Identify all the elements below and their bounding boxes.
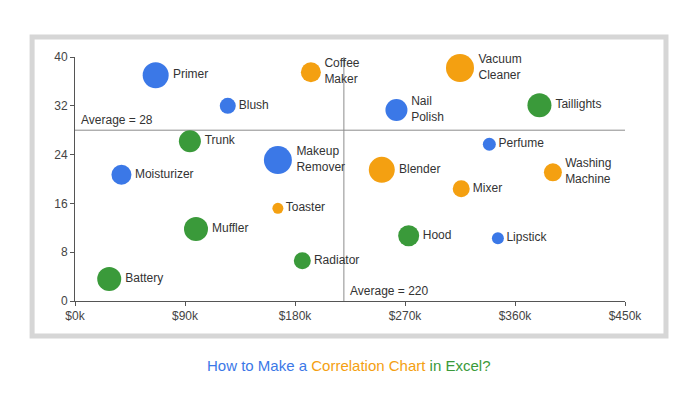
svg-text:Average = 28: Average = 28 [81,113,153,127]
svg-text:Toaster: Toaster [286,200,325,214]
svg-text:Radiator: Radiator [314,253,359,267]
svg-text:CoffeeMaker: CoffeeMaker [324,56,359,86]
svg-text:Average = 220: Average = 220 [350,284,429,298]
svg-text:0: 0 [61,294,68,308]
svg-text:Battery: Battery [125,271,163,285]
svg-text:16: 16 [54,197,68,211]
svg-text:VacuumCleaner: VacuumCleaner [479,52,522,82]
svg-text:Lipstick: Lipstick [506,230,547,244]
svg-text:$360k: $360k [499,309,533,323]
svg-text:Blush: Blush [239,98,269,112]
svg-text:Blender: Blender [399,162,440,176]
svg-text:NailPolish: NailPolish [411,94,444,124]
svg-text:8: 8 [61,245,68,259]
svg-text:Trunk: Trunk [205,133,236,147]
svg-text:$270k: $270k [389,309,423,323]
svg-text:Moisturizer: Moisturizer [135,167,194,181]
svg-text:$450k: $450k [609,309,643,323]
svg-text:MakeupRemover: MakeupRemover [296,144,345,174]
svg-text:$90k: $90k [172,309,199,323]
svg-text:40: 40 [54,50,68,64]
svg-text:Primer: Primer [173,67,208,81]
svg-text:How to Make a Correlation Char: How to Make a Correlation Chart in Excel… [207,357,490,374]
svg-text:WashingMachine: WashingMachine [565,156,611,186]
svg-text:Taillights: Taillights [555,97,601,111]
svg-text:Perfume: Perfume [498,136,544,150]
svg-text:$180k: $180k [279,309,313,323]
svg-text:Muffler: Muffler [212,221,248,235]
svg-text:Hood: Hood [423,228,452,242]
svg-text:24: 24 [54,148,68,162]
svg-text:$0k: $0k [65,309,85,323]
svg-text:32: 32 [54,99,68,113]
svg-text:Mixer: Mixer [473,181,502,195]
